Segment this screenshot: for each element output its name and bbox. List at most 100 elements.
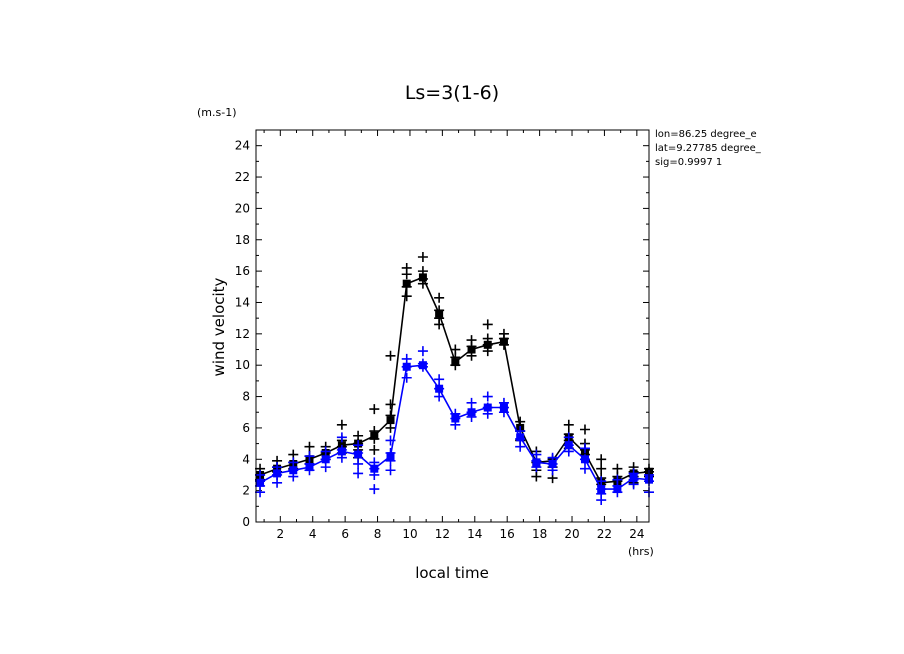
x-tick-label: 16: [500, 527, 515, 541]
scatter-point: [369, 484, 380, 495]
scatter-point: [434, 374, 445, 385]
series-line: [259, 276, 650, 484]
scatter-point: [531, 471, 542, 482]
scatter-point: [304, 441, 315, 452]
x-tick-label: 12: [435, 527, 450, 541]
mean-marker: [564, 441, 573, 450]
mean-marker: [580, 455, 589, 464]
scatter-point: [417, 346, 428, 357]
scatter-point: [336, 432, 347, 443]
x-tick-label: 24: [629, 527, 644, 541]
mean-marker: [499, 403, 508, 412]
mean-marker: [289, 466, 298, 475]
x-tick-label: 2: [276, 527, 284, 541]
scatter-point: [579, 424, 590, 435]
scatter-point: [417, 252, 428, 263]
scatter-point: [353, 458, 364, 469]
y-unit-label: (m.s-1): [197, 106, 237, 119]
scatter-point: [401, 269, 412, 280]
mean-marker: [370, 464, 379, 473]
series-2: [255, 346, 654, 506]
scatter-point: [255, 487, 266, 498]
mean-marker: [386, 452, 395, 461]
mean-marker: [305, 463, 314, 472]
mean-marker: [516, 433, 525, 442]
scatter-point: [385, 422, 396, 433]
mean-marker: [483, 403, 492, 412]
scatter-point: [369, 404, 380, 415]
x-tick-label: 6: [341, 527, 349, 541]
scatter-point: [385, 399, 396, 410]
scatter-point: [369, 444, 380, 455]
scatter-point: [353, 468, 364, 479]
mean-marker: [418, 361, 427, 370]
x-tick-label: 14: [467, 527, 482, 541]
x-axis-label: local time: [415, 564, 489, 582]
y-axis-label: wind velocity: [210, 277, 228, 376]
y-tick-label: 10: [235, 358, 250, 372]
y-tick-label: 20: [235, 201, 250, 215]
mean-marker: [321, 455, 330, 464]
chart-title: Ls=3(1-6): [405, 82, 499, 104]
info-lat: lat=9.27785 degree_: [655, 143, 762, 154]
mean-marker: [451, 414, 460, 423]
info-lon: lon=86.25 degree_e: [655, 129, 757, 140]
y-tick-label: 8: [242, 390, 250, 404]
mean-marker: [499, 337, 508, 346]
mean-marker: [629, 474, 638, 483]
mean-marker: [337, 447, 346, 456]
mean-marker: [597, 485, 606, 494]
scatter-point: [579, 463, 590, 474]
mean-marker: [451, 358, 460, 367]
y-tick-label: 0: [242, 515, 250, 529]
scatter-point: [466, 397, 477, 408]
mean-marker: [402, 279, 411, 288]
y-tick-label: 14: [235, 295, 250, 309]
y-tick-label: 24: [235, 139, 250, 153]
y-tick-label: 6: [242, 421, 250, 435]
mean-marker: [435, 309, 444, 318]
scatter-point: [336, 419, 347, 430]
scatter-point: [515, 441, 526, 452]
y-tick-label: 12: [235, 327, 250, 341]
scatter-point: [579, 443, 590, 454]
y-tick-label: 16: [235, 264, 250, 278]
mean-marker: [532, 458, 541, 467]
mean-marker: [418, 273, 427, 282]
scatter-point: [596, 463, 607, 474]
mean-marker: [467, 408, 476, 417]
scatter-point: [563, 419, 574, 430]
series-layer: [255, 252, 654, 506]
scatter-point: [272, 477, 283, 488]
y-tick-label: 18: [235, 233, 250, 247]
scatter-point: [401, 291, 412, 302]
x-tick-label: 10: [402, 527, 417, 541]
mean-marker: [548, 459, 557, 468]
mean-marker: [613, 485, 622, 494]
mean-marker: [402, 362, 411, 371]
scatter-point: [434, 292, 445, 303]
info-block: lon=86.25 degree_e lat=9.27785 degree_ s…: [655, 129, 762, 168]
scatter-point: [401, 372, 412, 383]
scatter-point: [482, 319, 493, 330]
scatter-point: [596, 454, 607, 465]
series-1: [255, 252, 654, 490]
mean-marker: [483, 340, 492, 349]
y-tick-label: 4: [242, 452, 250, 466]
x-tick-label: 4: [309, 527, 317, 541]
mean-marker: [435, 384, 444, 393]
plot-frame: [255, 129, 650, 523]
mean-marker: [256, 478, 265, 487]
x-tick-label: 8: [374, 527, 382, 541]
scatter-point: [320, 462, 331, 473]
y-tick-label: 2: [242, 484, 250, 498]
scatter-point: [385, 465, 396, 476]
mean-marker: [354, 450, 363, 459]
info-sig: sig=0.9997 1: [655, 157, 722, 168]
x-unit-label: (hrs): [628, 545, 654, 558]
mean-marker: [370, 431, 379, 440]
y-tick-label: 22: [235, 170, 250, 184]
mean-marker: [273, 469, 282, 478]
